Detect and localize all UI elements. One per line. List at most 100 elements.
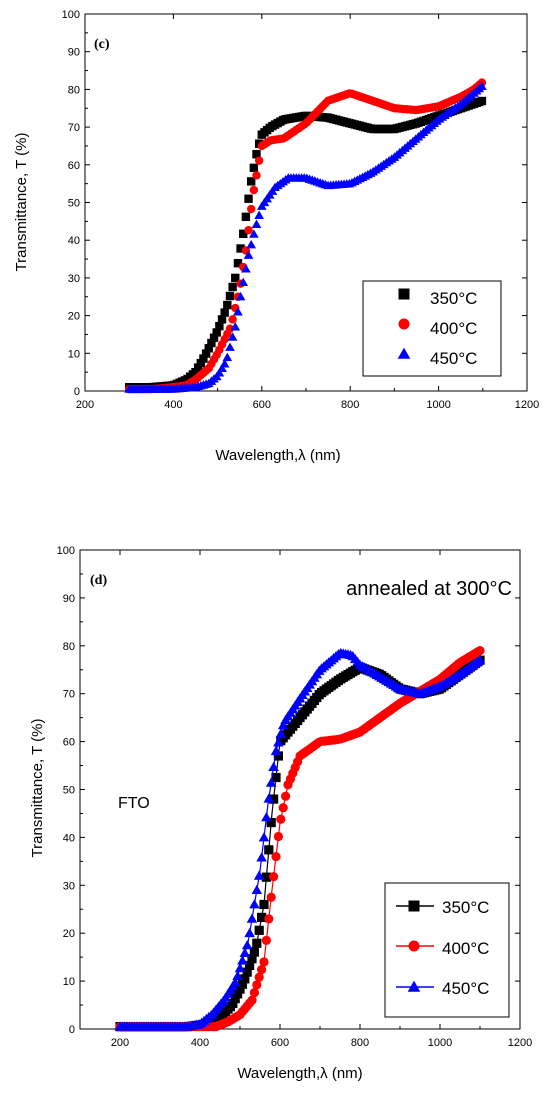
data-point [259, 957, 269, 967]
y-tick-label: 60 [68, 160, 80, 172]
x-tick-labels: 200 400 600 800 1000 1200 [76, 399, 539, 411]
chart-panel-c: 200 400 600 800 1000 1200 0 10 20 30 40 50 60 70 80 90… [13, 9, 539, 464]
data-point [277, 720, 289, 730]
data-point [225, 324, 235, 333]
data-point [243, 250, 254, 259]
data-point [281, 791, 291, 801]
data-point [265, 777, 277, 787]
data-point [237, 979, 247, 989]
y-tick-label: 50 [63, 785, 75, 797]
y-tick-label: 10 [63, 976, 75, 988]
y-tick-label: 80 [63, 641, 75, 653]
data-point [193, 363, 203, 372]
data-point [235, 291, 246, 301]
y-axis-title: Transmittance, T (%) [29, 719, 46, 858]
y-axis-title: Transmittance, T (%) [13, 133, 30, 272]
data-point [264, 845, 274, 855]
data-point [249, 987, 259, 998]
data-point [249, 947, 259, 957]
data-point [252, 980, 262, 990]
legend-marker-square [408, 900, 420, 912]
data-point [228, 998, 238, 1009]
data-point [249, 229, 259, 238]
data-point [273, 751, 283, 761]
data-point [261, 935, 271, 945]
data-point [252, 938, 262, 948]
data-point [257, 912, 267, 922]
data-point [245, 960, 255, 971]
data-point [238, 277, 249, 287]
data-point [235, 984, 245, 994]
legend-label-450: 450°C [430, 349, 477, 368]
y-tick-labels: 0 10 20 30 40 50 60 70 80 90 100 [57, 545, 75, 1036]
data-point [241, 940, 253, 950]
data-point [230, 994, 240, 1004]
x-tick-label: 200 [111, 1037, 129, 1049]
y-tick-label: 70 [63, 689, 75, 701]
data-point [264, 914, 274, 924]
y-tick-label: 40 [68, 235, 80, 247]
data-point [242, 967, 252, 977]
data-point [236, 244, 245, 253]
legend-box [362, 280, 502, 377]
data-point [254, 156, 264, 165]
data-point [273, 737, 284, 747]
x-tick-label: 800 [351, 1037, 369, 1049]
data-point [249, 185, 259, 195]
x-tick-label: 1200 [508, 1037, 532, 1049]
x-tick-label: 1200 [515, 399, 539, 411]
data-point [249, 899, 260, 909]
y-tick-label: 40 [63, 832, 75, 844]
data-point [474, 654, 486, 665]
data-point [241, 264, 251, 273]
data-point [239, 229, 248, 238]
tick-marks [79, 549, 521, 1030]
data-point [269, 794, 279, 804]
y-tick-label: 70 [68, 122, 80, 134]
data-point [244, 927, 255, 938]
data-point [246, 177, 256, 186]
data-point [209, 333, 219, 342]
data-point [275, 728, 287, 738]
data-point [227, 332, 238, 341]
annealing-annotation: annealed at 300°C [346, 578, 512, 600]
x-tick-label: 600 [253, 399, 271, 411]
data-point [269, 872, 279, 882]
data-point [261, 872, 271, 882]
data-point [215, 321, 224, 331]
panel-label: (d) [90, 573, 107, 588]
data-point [207, 338, 216, 348]
data-point [237, 955, 248, 965]
panel-label: (c) [94, 37, 110, 52]
data-point [256, 852, 267, 862]
data-point [246, 239, 257, 249]
x-tick-label: 200 [76, 399, 94, 411]
data-point [244, 194, 253, 203]
chart-panel-d: 200 400 600 800 1000 1200 0 10 20 30 40 50 60 70 80 90… [29, 545, 532, 1082]
data-point [233, 258, 243, 268]
data-point [271, 772, 281, 783]
y-tick-label: 90 [63, 593, 75, 605]
series-2 [114, 647, 486, 1031]
legend-marker-circle [398, 318, 410, 330]
legend: 350°C 400°C 450°C [362, 280, 502, 377]
y-tick-label: 80 [68, 84, 80, 96]
data-point [241, 212, 251, 222]
data-point [196, 358, 206, 368]
series-group [114, 645, 486, 1032]
x-tick-label: 400 [191, 1037, 209, 1049]
data-point [263, 793, 275, 803]
data-point [230, 322, 241, 331]
data-point [247, 995, 257, 1005]
data-point [261, 811, 272, 822]
substrate-note: FTO [118, 795, 150, 812]
data-point [249, 163, 259, 173]
data-point [201, 349, 211, 358]
data-point [254, 972, 264, 982]
y-tick-label: 30 [63, 880, 75, 892]
data-point [266, 817, 276, 828]
data-point [254, 925, 264, 935]
x-tick-label: 1000 [426, 399, 450, 411]
